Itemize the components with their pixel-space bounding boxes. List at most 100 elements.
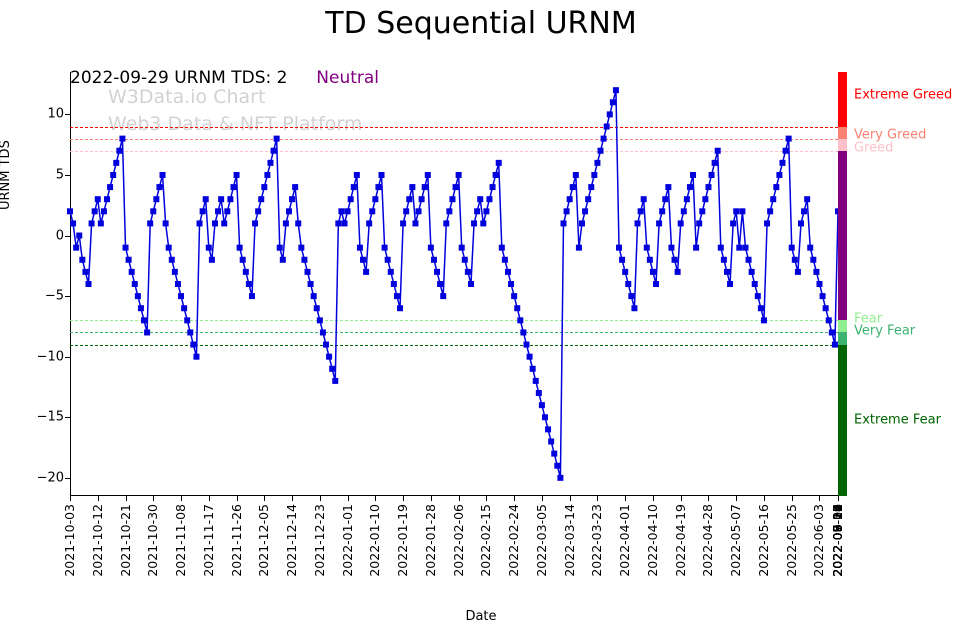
data-point-marker [455, 171, 462, 178]
data-point-marker [767, 208, 774, 215]
y-tick-label: −15 [36, 409, 64, 425]
data-point-marker [668, 244, 675, 251]
data-point-marker [187, 329, 194, 336]
data-point-marker [282, 220, 289, 227]
data-point-marker [788, 244, 795, 251]
data-point-marker [79, 256, 86, 263]
data-point-marker [292, 184, 299, 191]
x-tick-mark [819, 496, 821, 501]
data-point-marker [773, 184, 780, 191]
data-point-marker [248, 293, 255, 300]
data-point-marker [347, 196, 354, 203]
data-point-marker [560, 220, 567, 227]
annotation-date-value: 2022-09-29 URNM TDS: 2 [70, 68, 288, 88]
data-point-marker [579, 220, 585, 227]
data-point-marker [807, 244, 814, 251]
x-tick-label: 2021-10-30 [145, 504, 161, 577]
x-tick-mark [125, 496, 127, 501]
data-point-marker [797, 220, 804, 227]
data-point-marker [637, 208, 644, 215]
data-point-marker [474, 208, 481, 215]
data-point-marker [486, 196, 493, 203]
data-point-marker [535, 390, 542, 397]
colorbar-segment [838, 138, 847, 151]
data-point-marker [631, 305, 638, 312]
x-tick-label: 2022-04-01 [617, 504, 633, 577]
data-point-marker [440, 293, 447, 300]
data-point-marker [363, 268, 370, 275]
data-point-marker [495, 159, 502, 166]
data-point-marker [227, 196, 234, 203]
data-point-marker [791, 256, 798, 263]
data-point-marker [242, 268, 249, 275]
data-point-marker [85, 281, 92, 287]
y-tick-mark [65, 417, 70, 419]
threshold-line-very-greed [70, 138, 838, 140]
x-tick-label: 2021-10-12 [89, 504, 105, 577]
data-point-marker [70, 220, 77, 227]
data-point-marker [427, 244, 434, 251]
data-point-marker [794, 268, 801, 275]
data-point-marker [134, 293, 141, 300]
data-point-marker [125, 256, 132, 263]
data-point-marker [350, 184, 357, 191]
data-point-marker [680, 208, 687, 215]
x-tick-mark [486, 496, 488, 501]
data-point-marker [73, 244, 80, 251]
data-point-marker [751, 281, 758, 287]
data-point-marker [353, 171, 360, 178]
data-point-marker [443, 220, 450, 227]
x-tick-mark [319, 496, 321, 501]
data-point-marker [785, 135, 792, 142]
x-tick-label: 2021-12-23 [311, 504, 327, 577]
x-tick-label: 2022-03-23 [589, 504, 605, 577]
data-point-marker [387, 268, 394, 275]
data-point-marker [156, 184, 163, 191]
data-point-marker [384, 256, 391, 263]
data-point-marker [403, 208, 410, 215]
data-point-marker [717, 244, 724, 251]
data-point-marker [184, 317, 191, 324]
data-point-marker [196, 220, 203, 227]
data-point-marker [760, 317, 767, 324]
y-tick-mark [65, 356, 70, 358]
data-point-marker [619, 256, 626, 263]
data-point-marker [97, 220, 104, 227]
data-point-marker [736, 244, 743, 251]
x-tick-mark [347, 496, 349, 501]
data-point-marker [338, 208, 345, 215]
x-tick-label: 2022-01-01 [339, 504, 355, 577]
data-point-marker [649, 268, 656, 275]
data-point-marker [764, 220, 771, 227]
data-point-marker [372, 196, 379, 203]
data-point-marker [412, 220, 419, 227]
data-point-marker [683, 196, 690, 203]
data-point-marker [128, 268, 135, 275]
data-point-marker [224, 208, 231, 215]
data-point-marker [720, 256, 727, 263]
data-point-marker [702, 196, 709, 203]
data-point-marker [628, 293, 635, 300]
data-point-marker [141, 317, 148, 324]
x-tick-label: 2021-10-03 [62, 504, 77, 577]
y-tick-mark [65, 114, 70, 116]
data-point-marker [313, 305, 320, 312]
data-point-marker [588, 184, 595, 191]
data-point-marker [304, 268, 311, 275]
data-point-marker [646, 256, 653, 263]
data-point-marker [289, 196, 296, 203]
data-point-marker [174, 281, 181, 287]
data-point-marker [748, 268, 755, 275]
data-point-marker [285, 208, 292, 215]
data-point-marker [480, 220, 487, 227]
x-tick-label: 2021-12-05 [256, 504, 272, 577]
data-point-marker [221, 220, 228, 227]
data-point-marker [665, 184, 672, 191]
x-tick-label: 2022-04-10 [644, 504, 660, 577]
data-point-marker [585, 196, 592, 203]
x-tick-label: 2021-11-08 [173, 504, 189, 577]
data-point-marker [434, 268, 441, 275]
x-tick-label: 2022-03-05 [533, 504, 549, 577]
data-point-marker [754, 293, 761, 300]
data-point-marker [471, 220, 478, 227]
